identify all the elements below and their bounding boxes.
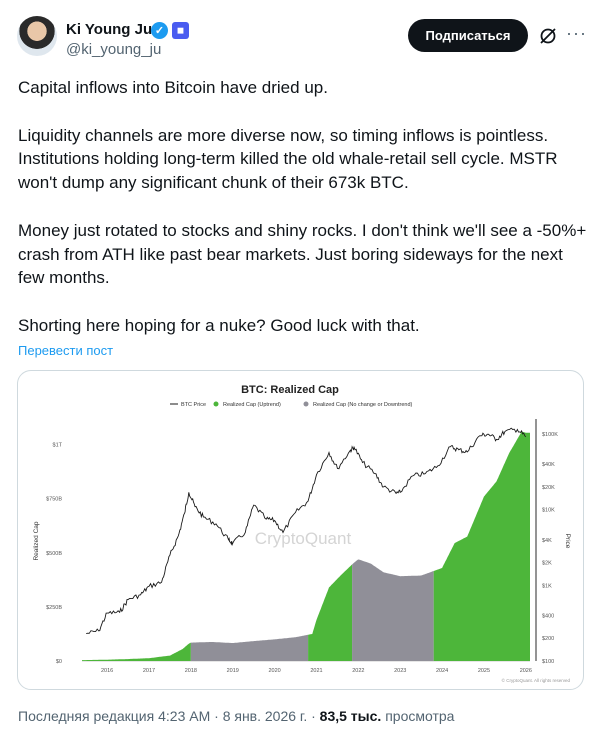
x-tick-label: 2020 — [268, 668, 280, 674]
realized-cap-chart: BTC: Realized Cap BTC Price Realized Cap … — [33, 384, 571, 683]
tweet-paragraph: Money just rotated to stocks and shiny r… — [18, 220, 587, 288]
author-name[interactable]: Ki Young Ju — [66, 21, 153, 38]
legend-label: Realized Cap (Uptrend) — [223, 402, 281, 408]
y-tick-right-label: $10K — [542, 508, 555, 514]
y-tick-left-label: $1T — [53, 443, 63, 449]
y-tick-left-label: $250B — [46, 605, 62, 611]
x-tick-label: 2017 — [143, 668, 155, 674]
y-tick-right-label: $4K — [542, 538, 552, 544]
y-tick-right-label: $2K — [542, 561, 552, 567]
realized-cap-area-uptrend — [82, 642, 191, 661]
tweet-paragraph: Liquidity channels are more diverse now,… — [18, 125, 558, 193]
x-tick-label: 2021 — [310, 668, 322, 674]
y-axis-left-label: Realized Cap — [33, 521, 40, 560]
chart-credit: © CryptoQuant. All rights reserved — [502, 677, 571, 683]
more-icon[interactable]: ··· — [566, 23, 587, 43]
y-tick-right-label: $100 — [542, 659, 554, 665]
timestamp[interactable]: 4:23 AM · 8 янв. 2026 г. — [158, 708, 308, 724]
y-tick-left-label: $500B — [46, 551, 62, 557]
subscribe-button[interactable]: Подписаться — [408, 19, 528, 52]
y-tick-right-label: $40K — [542, 462, 555, 468]
btc-price-line — [86, 427, 527, 635]
legend-swatch — [303, 401, 309, 407]
edited-label[interactable]: Последняя редакция — [18, 708, 155, 724]
x-tick-label: 2018 — [185, 668, 197, 674]
legend-label: BTC Price — [181, 402, 206, 408]
translate-post-link[interactable]: Перевести пост — [18, 343, 114, 358]
legend-swatch — [213, 401, 219, 407]
y-tick-left-label: $0 — [56, 659, 62, 665]
y-axis-right-label: Price — [564, 534, 571, 549]
legend-label: Realized Cap (No change or Downtrend) — [313, 402, 413, 408]
x-tick-label: 2024 — [436, 668, 448, 674]
views-label: просмотра — [385, 708, 455, 724]
realized-cap-area-uptrend — [308, 564, 353, 661]
avatar[interactable] — [17, 16, 57, 56]
grok-icon[interactable] — [538, 26, 558, 46]
x-tick-label: 2022 — [352, 668, 364, 674]
x-tick-label: 2025 — [478, 668, 490, 674]
tweet-media-image[interactable]: BTC: Realized Cap BTC Price Realized Cap … — [17, 370, 584, 690]
tweet-paragraph: Shorting here hoping for a nuke? Good lu… — [18, 315, 420, 335]
y-tick-right-label: $100K — [542, 432, 558, 438]
y-tick-left-label: $750B — [46, 497, 62, 503]
realized-cap-area-uptrend — [433, 431, 530, 661]
tweet-text: Capital inflows into Bitcoin have dried … — [18, 76, 588, 362]
x-tick-label: 2026 — [520, 668, 532, 674]
verified-badge-icon: ✓ — [151, 22, 168, 39]
chart-legend: BTC Price Realized Cap (Uptrend) Realized … — [170, 401, 413, 408]
chart-watermark: CryptoQuant — [255, 529, 352, 548]
y-tick-right-label: $400 — [542, 613, 554, 619]
x-tick-label: 2019 — [227, 668, 239, 674]
org-affiliation-icon[interactable]: ◼ — [172, 22, 189, 39]
y-tick-right-label: $20K — [542, 485, 555, 491]
tweet-meta: Последняя редакция 4:23 AM · 8 янв. 2026… — [18, 708, 454, 724]
realized-cap-area-downtrend — [352, 559, 434, 661]
x-tick-label: 2023 — [394, 668, 406, 674]
separator: · — [311, 708, 316, 724]
chart-title: BTC: Realized Cap — [241, 384, 339, 396]
views-count: 83,5 тыс. — [319, 708, 382, 724]
y-tick-right-label: $1K — [542, 583, 552, 589]
y-tick-right-label: $200 — [542, 636, 554, 642]
tweet-paragraph: Capital inflows into Bitcoin have dried … — [18, 78, 328, 97]
realized-cap-area-downtrend — [190, 634, 309, 661]
x-tick-label: 2016 — [101, 668, 113, 674]
author-handle[interactable]: @ki_young_ju — [66, 41, 162, 58]
